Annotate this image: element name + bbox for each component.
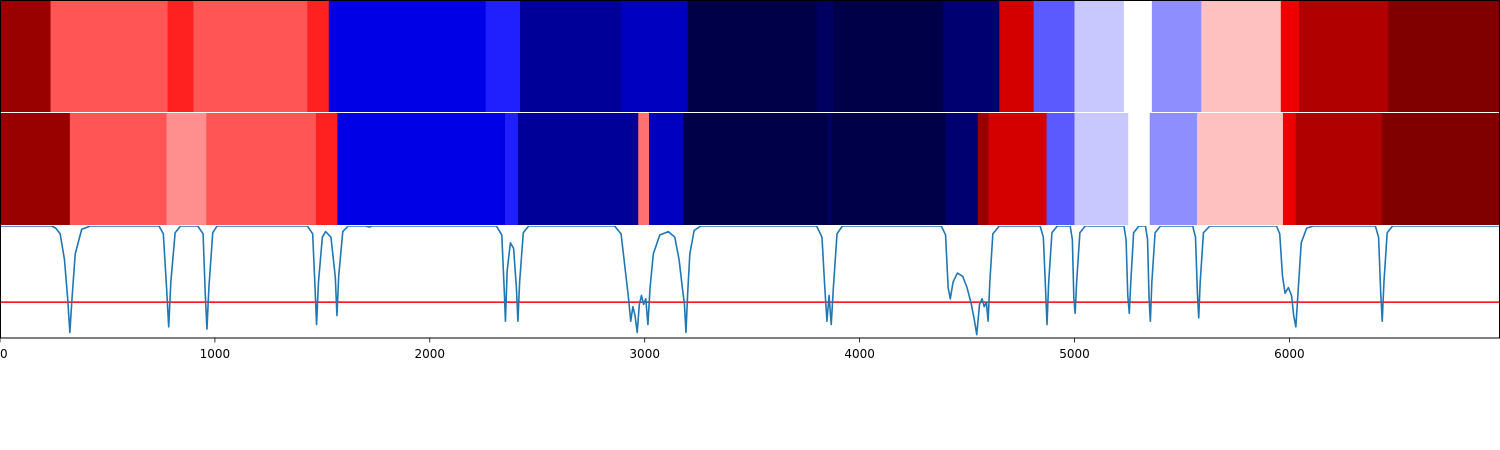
heatmap-cell-r0-7 <box>520 0 622 112</box>
heatmap-cell-r1-4 <box>315 113 338 225</box>
x-tick-label: 4000 <box>844 347 875 361</box>
heatmap-cell-r0-11 <box>833 0 945 112</box>
heatmap-cell-r1-13 <box>945 113 979 225</box>
heatmap-cell-r1-5 <box>337 113 506 225</box>
heatmap-cell-r0-18 <box>1201 0 1282 112</box>
heatmap-cell-r1-9 <box>649 113 684 225</box>
heatmap-cell-r1-11 <box>827 113 833 225</box>
heatmap-cell-r1-8 <box>638 113 650 225</box>
heatmap-cell-r1-2 <box>166 113 207 225</box>
heatmap-cell-r0-6 <box>485 0 521 112</box>
heatmap-cell-r0-2 <box>167 0 195 112</box>
x-tick-label: 5000 <box>1059 347 1090 361</box>
heatmap-cell-r1-3 <box>206 113 317 225</box>
heatmap-cell-r0-19 <box>1280 0 1300 112</box>
heatmap-cell-r1-16 <box>1046 113 1076 225</box>
x-tick-label: 3000 <box>629 347 660 361</box>
heatmap-cell-r0-16 <box>1123 0 1153 112</box>
heatmap-cell-r0-9 <box>687 0 818 112</box>
heatmap-cell-r1-1 <box>69 113 168 225</box>
x-tick-label: 1000 <box>200 347 231 361</box>
heatmap-cell-r0-21 <box>1388 0 1500 112</box>
heatmap-cell-r1-23 <box>1381 113 1500 225</box>
heatmap-cell-r1-20 <box>1196 113 1284 225</box>
heatmap-cell-r1-6 <box>505 113 519 225</box>
heatmap-cell-r0-4 <box>307 0 330 112</box>
heatmap-cell-r1-19 <box>1149 113 1198 225</box>
x-tick-label: 0 <box>0 347 8 361</box>
heatmap-cell-r1-0 <box>0 113 71 225</box>
heatmap-cell-r0-1 <box>50 0 169 112</box>
heatmap-cell-r1-10 <box>683 113 828 225</box>
x-tick-label: 2000 <box>415 347 446 361</box>
heatmap-cell-r0-10 <box>816 0 835 112</box>
heatmap-cell-r1-18 <box>1128 113 1151 225</box>
heatmap-cell-r1-17 <box>1074 113 1129 225</box>
heatmap-cell-r0-15 <box>1074 0 1125 112</box>
heatmap-cell-r1-15 <box>988 113 1048 225</box>
heatmap-cell-r1-12 <box>831 113 947 225</box>
heatmap-cell-r0-12 <box>943 0 1000 112</box>
heatmap-cell-r0-5 <box>328 0 487 112</box>
heatmap-cell-r1-21 <box>1282 113 1297 225</box>
heatmap-cell-r1-7 <box>517 113 639 225</box>
heatmap-cell-r0-8 <box>621 0 689 112</box>
heatmap-cell-r0-20 <box>1299 0 1389 112</box>
heatmap-cell-r0-3 <box>193 0 308 112</box>
line-panel-background <box>0 226 1500 338</box>
heatmap-cell-r0-14 <box>1033 0 1076 112</box>
heatmap-cell-r0-0 <box>0 0 52 112</box>
heatmap-cell-r0-17 <box>1151 0 1202 112</box>
heatmap-cell-r1-14 <box>977 113 990 225</box>
heatmap-cell-r0-13 <box>999 0 1035 112</box>
heatmap-cell-r1-22 <box>1295 113 1383 225</box>
x-tick-label: 6000 <box>1274 347 1305 361</box>
